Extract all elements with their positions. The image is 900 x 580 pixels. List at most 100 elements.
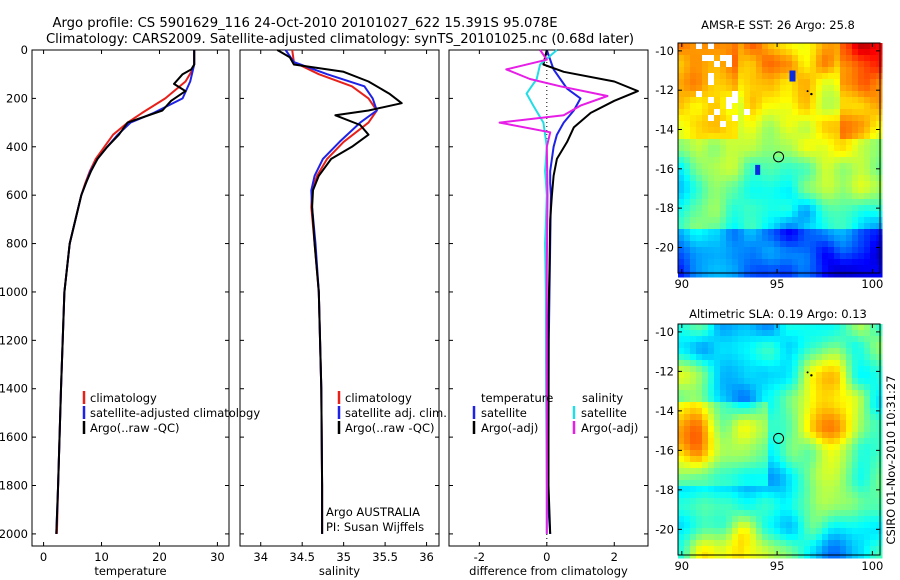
heatmap-cell [690,546,697,553]
heatmap-cell [726,402,733,409]
heatmap-cell [732,271,739,278]
heatmap-cell [804,163,811,170]
heatmap-cell [690,492,697,499]
heatmap-cell [738,187,745,194]
heatmap-cell [804,139,811,146]
heatmap-cell [756,151,763,158]
heatmap-cell [846,181,853,188]
heatmap-cell [852,67,859,74]
heatmap-cell [690,271,697,278]
heatmap-cell [726,85,733,92]
heatmap-cell [678,199,685,206]
heatmap-cell [750,378,757,385]
heatmap-cell [870,121,877,128]
heatmap-cell [762,432,769,439]
heatmap-cell [714,187,721,194]
heatmap-cell [702,528,709,535]
heatmap-cell [876,426,883,433]
heatmap-cell [780,127,787,134]
heatmap-cell [786,127,793,134]
heatmap-cell [786,480,793,487]
heatmap-cell [768,366,775,373]
heatmap-cell [864,420,871,427]
heatmap-cell [828,324,835,331]
heatmap-cell [786,79,793,86]
heatmap-cell [798,348,805,355]
heatmap-cell [876,528,883,535]
heatmap-cell [750,474,757,481]
heatmap-cell [852,450,859,457]
heatmap-cell [864,229,871,236]
heatmap-cell [726,103,733,110]
heatmap-cell [774,187,781,194]
heatmap-cell [792,516,799,523]
heatmap-cell [696,342,703,349]
credit-line2: PI: Susan Wijffels [326,520,424,534]
heatmap-cell [690,528,697,535]
heatmap-cell [828,193,835,200]
heatmap-cell [870,450,877,457]
heatmap-cell [762,420,769,427]
heatmap-cell [804,546,811,553]
heatmap-cell [834,366,841,373]
heatmap-cell [726,504,733,511]
heatmap-cell [678,169,685,176]
heatmap-cell [840,450,847,457]
heatmap-cell [870,79,877,86]
heatmap-cell [858,61,865,68]
heatmap-cell [792,175,799,182]
heatmap-cell [732,73,739,80]
heatmap-cell [678,247,685,254]
heatmap-cell [786,492,793,499]
map-frame [677,323,881,556]
heatmap-cell [822,169,829,176]
heatmap-cell [714,462,721,469]
heatmap-cell [720,486,727,493]
heatmap-cell [750,438,757,445]
heatmap-cell [852,49,859,56]
heatmap-cell [720,151,727,158]
heatmap-cell [846,91,853,98]
heatmap-cell [840,456,847,463]
heatmap-cell [750,97,757,104]
heatmap-cell [846,324,853,331]
heatmap-cell [864,85,871,92]
heatmap-cell [858,498,865,505]
heatmap-cell [804,79,811,86]
heatmap-cell [864,139,871,146]
heatmap-cell [702,336,709,343]
heatmap-cell [870,91,877,98]
heatmap-cell [864,115,871,122]
heatmap-cell [708,546,715,553]
heatmap-cell [756,354,763,361]
heatmap-cell [720,510,727,517]
heatmap-cell [876,43,883,50]
heatmap-cell [756,55,763,62]
heatmap-cell [798,127,805,134]
heatmap-cell [828,109,835,116]
heatmap-cell [702,354,709,361]
heatmap-cell [852,378,859,385]
heatmap-cell [828,486,835,493]
heatmap-cell [762,426,769,433]
heatmap-cell [702,384,709,391]
heatmap-cell [822,97,829,104]
heatmap-cell [798,253,805,260]
heatmap-cell [792,85,799,92]
heatmap-cell [864,396,871,403]
heatmap-cell [684,384,691,391]
heatmap-cell [786,151,793,158]
heatmap-cell [690,211,697,218]
heatmap-cell [774,121,781,128]
heatmap-cell [756,438,763,445]
heatmap-cell [696,145,703,152]
heatmap-cell [870,109,877,116]
heatmap-cell [792,223,799,230]
heatmap-cell [714,151,721,158]
heatmap-cell [708,139,715,146]
heatmap-cell [774,271,781,278]
heatmap-cell [822,175,829,182]
heatmap-cell [852,79,859,86]
heatmap-cell [720,402,727,409]
heatmap-cell [792,432,799,439]
